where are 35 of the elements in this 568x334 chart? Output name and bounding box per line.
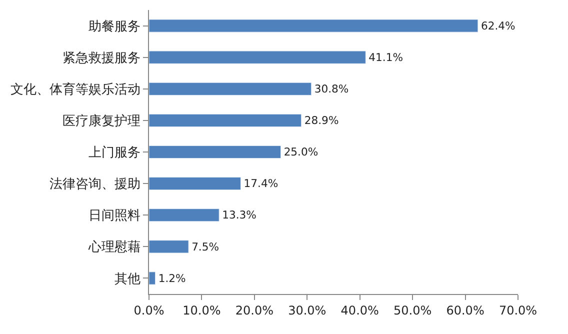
x-tick-label: 70.0% (498, 303, 538, 318)
y-tick-label: 文化、体育等娱乐活动 (10, 81, 140, 98)
x-tick-label: 0.0% (134, 303, 164, 318)
y-tick-label: 助餐服务 (88, 19, 140, 34)
y-tick-label: 法律咨询、援助 (49, 177, 140, 192)
y-tick-label: 紧急救援服务 (62, 50, 140, 66)
data-label: 13.3% (222, 208, 256, 222)
bar (149, 176, 241, 190)
data-label: 62.4% (480, 19, 516, 32)
bar (149, 82, 312, 96)
data-label: 7.5% (192, 240, 220, 254)
y-tick-label: 其他 (114, 272, 140, 287)
y-tick-label: 心理慰藉 (87, 239, 140, 256)
data-label: 28.9% (304, 114, 339, 128)
bar (149, 50, 366, 64)
x-tick-label: 20.0% (235, 303, 274, 318)
bar (149, 145, 282, 159)
data-label: 1.2% (158, 272, 186, 285)
data-label: 17.4% (244, 177, 278, 190)
bar (149, 114, 302, 128)
x-tick-label: 30.0% (288, 303, 326, 318)
x-tick-label: 50.0% (394, 303, 432, 318)
data-label: 41.1% (368, 50, 403, 64)
y-tick-label: 日间照料 (88, 208, 140, 224)
x-tick-label: 60.0% (446, 303, 484, 318)
bar (149, 272, 156, 285)
x-tick-label: 40.0% (340, 303, 379, 318)
bar (149, 19, 478, 32)
bar (149, 208, 220, 222)
y-tick-label: 医疗康复护理 (62, 114, 140, 129)
bar (149, 240, 189, 254)
x-tick-label: 10.0% (182, 303, 221, 318)
data-label: 30.8% (314, 82, 349, 96)
y-tick-label: 上门服务 (88, 144, 140, 161)
data-label: 25.0% (284, 146, 318, 159)
